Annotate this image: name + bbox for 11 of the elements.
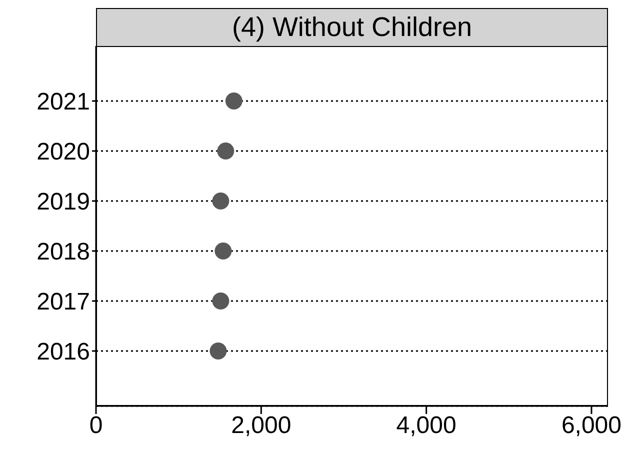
y-tick-label: 2019 [36,188,90,216]
x-tick-label: 6,000 [561,412,622,440]
y-tick-label: 2017 [36,288,90,316]
x-tick-label: 2,000 [231,412,292,440]
y-tick-label: 2020 [36,138,90,166]
y-tick-label: 2016 [36,338,90,366]
y-tick-label: 2018 [36,238,90,266]
x-tick-label: 4,000 [396,412,456,440]
x-tick-label: 0 [89,412,103,440]
y-tick-label: 2021 [36,88,90,116]
chart-title: (4) Without Children [96,8,608,46]
